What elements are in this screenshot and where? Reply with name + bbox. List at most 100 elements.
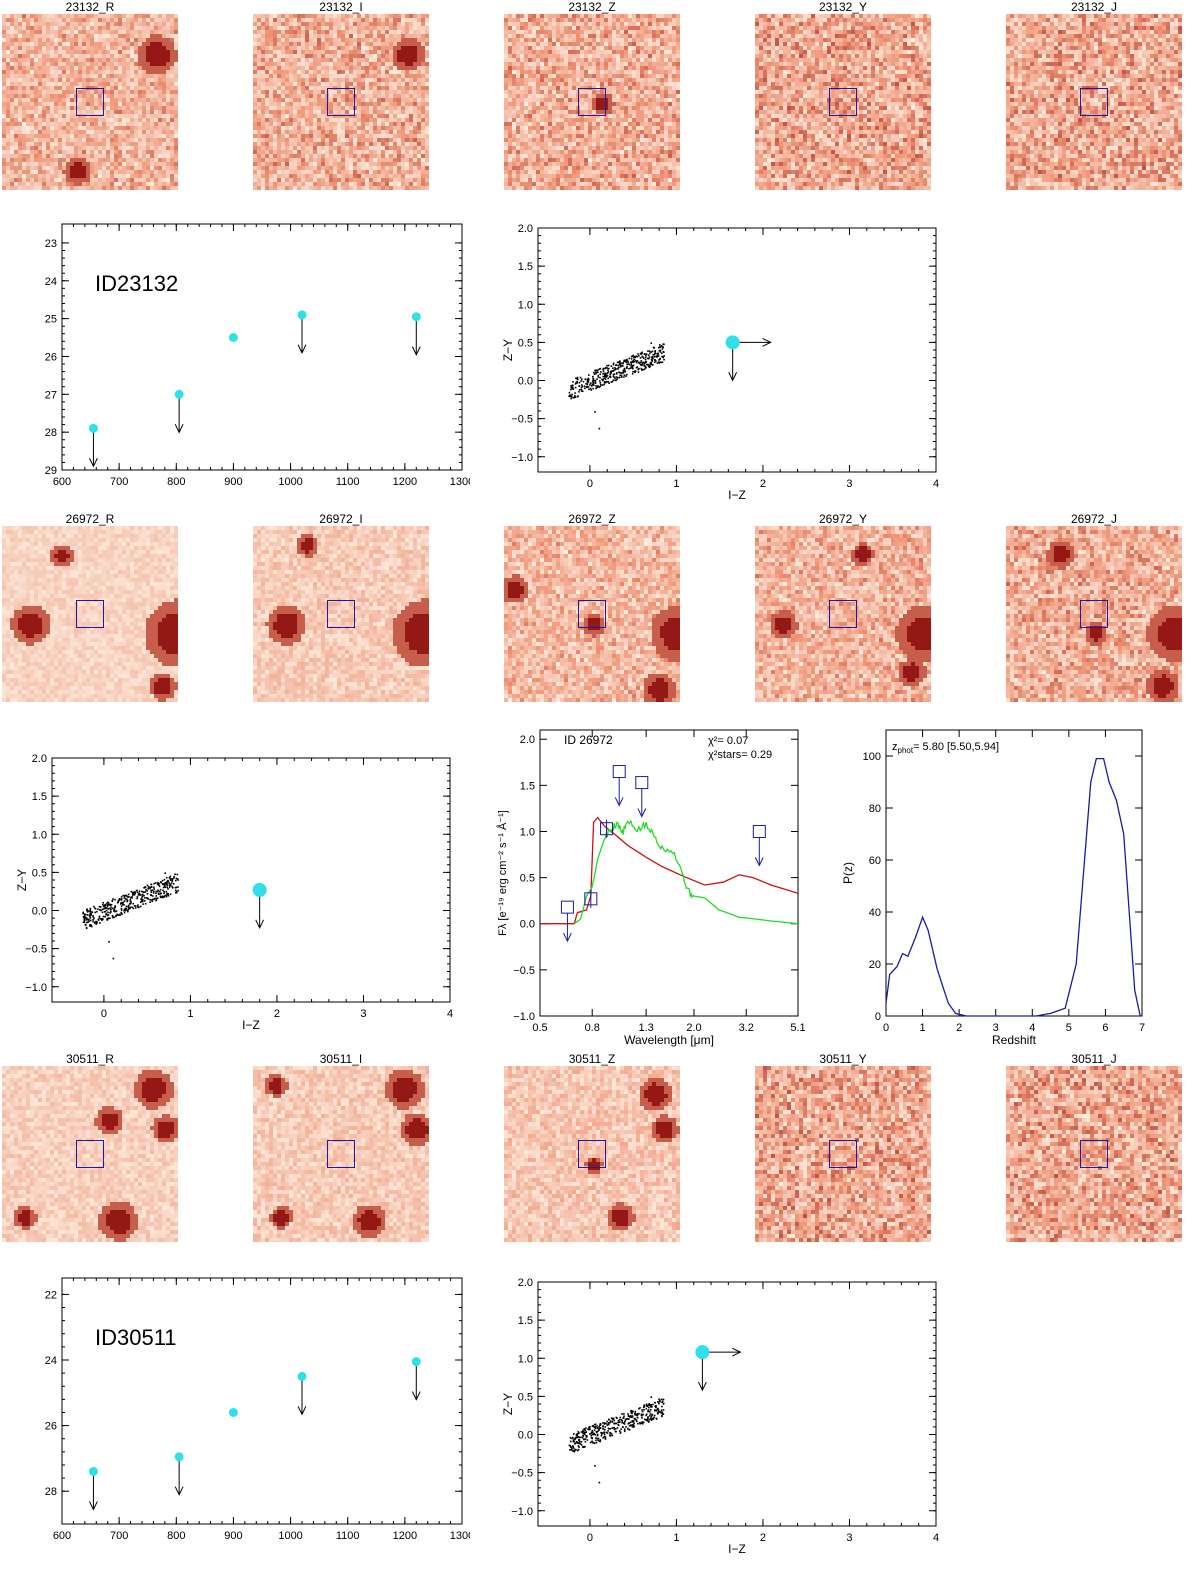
star-point: [126, 896, 129, 898]
upper-limit-arrow-head: [297, 344, 307, 354]
image-stamp: [504, 1066, 680, 1242]
star-point: [599, 1439, 602, 1441]
upper-limit-arrow-head: [614, 797, 624, 807]
y-tick-label: 0.0: [518, 1430, 533, 1442]
star-point: [615, 1422, 618, 1425]
stamp-pixels: [2, 1066, 178, 1242]
star-point: [631, 360, 633, 363]
star-point: [593, 1429, 596, 1431]
star-point: [616, 1427, 619, 1429]
star-point: [612, 379, 615, 382]
star-point: [593, 1426, 595, 1428]
star-point: [103, 910, 106, 913]
star-point: [573, 1450, 576, 1453]
star-point: [655, 360, 657, 362]
star-point: [82, 912, 84, 915]
star-point: [663, 355, 666, 357]
star-point: [580, 1431, 583, 1433]
star-point: [173, 875, 176, 878]
y-tick-label: 0.0: [518, 376, 533, 388]
star-point: [616, 378, 618, 380]
star-point: [619, 1421, 621, 1423]
star-point: [155, 890, 157, 893]
star-point: [85, 909, 88, 912]
star-point: [602, 367, 605, 370]
star-point: [141, 890, 143, 893]
star-point: [628, 357, 631, 360]
star-point: [595, 1430, 598, 1433]
star-point: [646, 1417, 649, 1420]
star-point: [619, 365, 622, 368]
star-point: [662, 356, 664, 359]
star-point: [632, 370, 634, 373]
star-point: [658, 350, 661, 352]
star-point: [143, 886, 145, 889]
star-point: [86, 911, 89, 913]
star-point: [610, 1417, 613, 1420]
star-point: [643, 1404, 645, 1407]
photometry-box: [635, 776, 649, 790]
stamp-title: 23132_R: [65, 0, 115, 14]
star-point: [93, 922, 96, 924]
star-point: [606, 367, 609, 369]
x-tick-label: 0.5: [532, 1022, 547, 1034]
star-point: [594, 1433, 597, 1436]
star-point: [127, 904, 130, 907]
star-point: [603, 1422, 606, 1424]
upper-limit-arrow-head: [411, 346, 421, 356]
star-point: [171, 885, 173, 888]
star-point: [106, 905, 109, 908]
star-point: [165, 895, 168, 898]
star-point: [83, 920, 86, 922]
star-point: [147, 887, 149, 890]
y-tick-label: 2.0: [518, 1277, 533, 1289]
star-point: [168, 886, 171, 889]
star-point: [125, 905, 128, 908]
star-point: [650, 1404, 653, 1406]
star-point: [159, 896, 162, 899]
star-point: [658, 1411, 660, 1413]
star-point: [640, 360, 643, 362]
star-point: [104, 907, 106, 910]
source-aperture-box: [76, 88, 104, 116]
star-point: [609, 1428, 611, 1430]
star-point: [592, 1433, 595, 1436]
candidate-point: [725, 335, 740, 350]
star-point: [661, 1411, 664, 1413]
star-point: [136, 895, 139, 898]
photometry-point: [174, 389, 184, 399]
star-point: [650, 362, 653, 364]
candidate-point: [252, 882, 267, 897]
stamp-pixels: [504, 1066, 680, 1242]
star-point: [138, 890, 141, 893]
star-point: [656, 362, 659, 364]
star-point: [657, 1411, 659, 1414]
star-point: [93, 917, 95, 920]
photometry-point: [411, 312, 421, 322]
star-point: [648, 350, 651, 352]
star-point: [129, 907, 131, 910]
star-point: [136, 891, 139, 894]
star-point: [598, 1429, 600, 1431]
star-point: [586, 386, 589, 389]
star-point: [583, 1432, 586, 1435]
star-point: [163, 892, 165, 895]
star-point: [83, 918, 86, 921]
star-point: [123, 909, 125, 912]
star-point: [634, 1410, 637, 1413]
star-point: [578, 1436, 581, 1439]
source-aperture-box: [578, 88, 606, 116]
star-point: [647, 1409, 650, 1411]
star-point: [604, 381, 607, 384]
star-point: [648, 1406, 650, 1409]
star-point: [617, 1423, 620, 1426]
star-point: [603, 1423, 606, 1425]
star-point: [630, 363, 633, 365]
x-axis-label: I−Z: [728, 488, 746, 502]
star-point: [621, 364, 624, 367]
photometry-point: [88, 423, 98, 433]
star-point: [576, 377, 578, 380]
star-point: [158, 882, 160, 885]
y-tick-label: 24: [45, 1355, 57, 1367]
star-point: [589, 384, 591, 386]
